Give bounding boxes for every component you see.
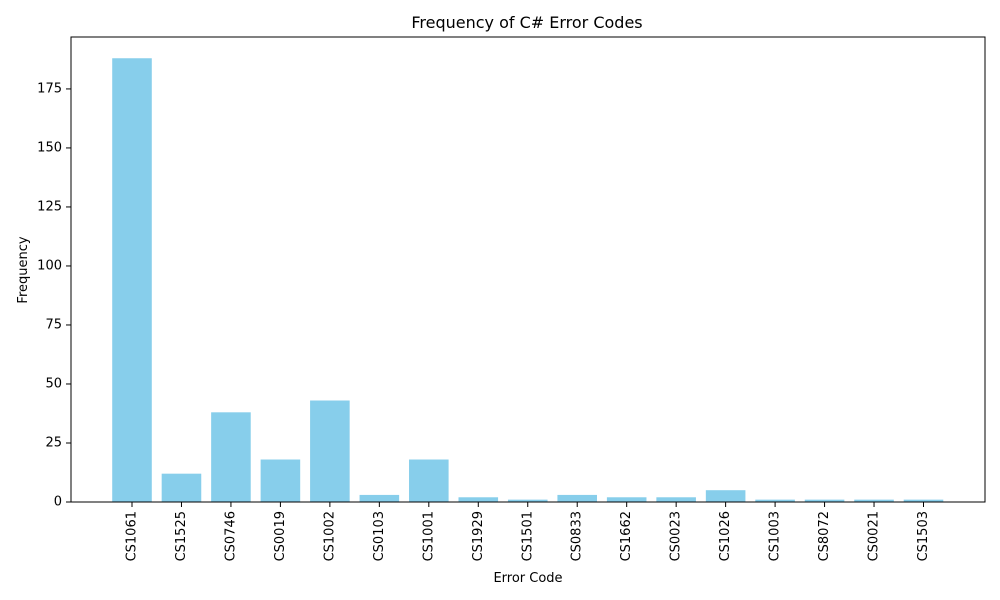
y-tick-label: 100 — [37, 258, 62, 273]
x-tick-label: CS8072 — [817, 511, 832, 561]
x-tick-label: CS1503 — [916, 511, 931, 561]
bar-cs1002 — [310, 400, 350, 502]
bar-cs0833 — [557, 494, 598, 502]
bar-cs1501 — [507, 499, 548, 502]
bar-cs1001 — [409, 459, 449, 502]
x-axis-label: Error Code — [493, 571, 562, 586]
x-tick-label: CS1002 — [322, 511, 337, 561]
x-tick-label: CS1001 — [421, 511, 436, 561]
bar-cs0023 — [656, 497, 696, 502]
y-tick-label: 0 — [54, 495, 62, 510]
y-tick-label: 75 — [45, 317, 62, 332]
bar-cs1061 — [112, 58, 152, 503]
bar-cs1503 — [903, 499, 944, 502]
x-tick-label: CS0021 — [867, 511, 882, 561]
x-tick-label: CS1525 — [174, 511, 189, 561]
x-tick-label: CS0103 — [372, 511, 387, 561]
bar-cs1929 — [458, 497, 499, 502]
y-tick-label: 25 — [45, 435, 62, 450]
y-tick-label: 175 — [37, 81, 62, 96]
y-axis-label: Frequency — [16, 236, 31, 303]
x-tick-label: CS1003 — [768, 511, 783, 561]
x-tick-label: CS0023 — [669, 511, 684, 561]
bar-cs1525 — [161, 473, 202, 502]
y-tick-label: 125 — [37, 199, 62, 214]
x-tick-label: CS1929 — [471, 511, 486, 561]
bar-cs1003 — [755, 499, 795, 502]
x-tick-label: CS0746 — [223, 511, 238, 561]
bar-cs1026 — [705, 490, 746, 502]
y-tick-label: 150 — [37, 140, 62, 155]
chart-title: Frequency of C# Error Codes — [411, 13, 642, 32]
bar-cs0019 — [260, 459, 301, 502]
x-tick-label: CS1662 — [619, 511, 634, 561]
bar-cs8072 — [804, 499, 845, 502]
x-tick-label: CS0019 — [273, 511, 288, 561]
x-axis-ticks: CS1061 CS1525 CS0746 CS0019 CS1002 CS0103 CS10… — [125, 502, 931, 561]
x-tick-label: CS1026 — [718, 511, 733, 561]
x-tick-label: CS1501 — [520, 511, 535, 561]
bar-cs0746 — [211, 412, 251, 502]
bars-group — [112, 58, 944, 503]
y-tick-label: 50 — [45, 376, 62, 391]
bar-cs0103 — [359, 494, 400, 502]
bar-cs0021 — [854, 499, 894, 502]
y-axis-ticks: 0 25 50 75 100 125 150 175 — [37, 81, 71, 510]
x-tick-label: CS1061 — [125, 511, 140, 561]
plot-frame — [70, 36, 986, 503]
x-tick-label: CS0833 — [570, 511, 585, 561]
bar-cs1662 — [606, 497, 647, 502]
